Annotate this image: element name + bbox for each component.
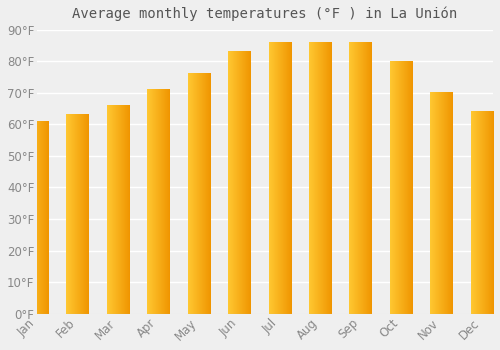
Bar [66,115,88,314]
Bar [350,42,372,314]
Bar [228,52,250,314]
Title: Average monthly temperatures (°F ) in La Unión: Average monthly temperatures (°F ) in La… [72,7,458,21]
Bar [268,42,291,314]
Bar [107,105,129,314]
Bar [471,112,493,314]
Bar [26,121,48,314]
Bar [148,90,170,314]
Bar [188,74,210,314]
Bar [309,42,332,314]
Bar [430,93,452,314]
Bar [390,61,412,314]
